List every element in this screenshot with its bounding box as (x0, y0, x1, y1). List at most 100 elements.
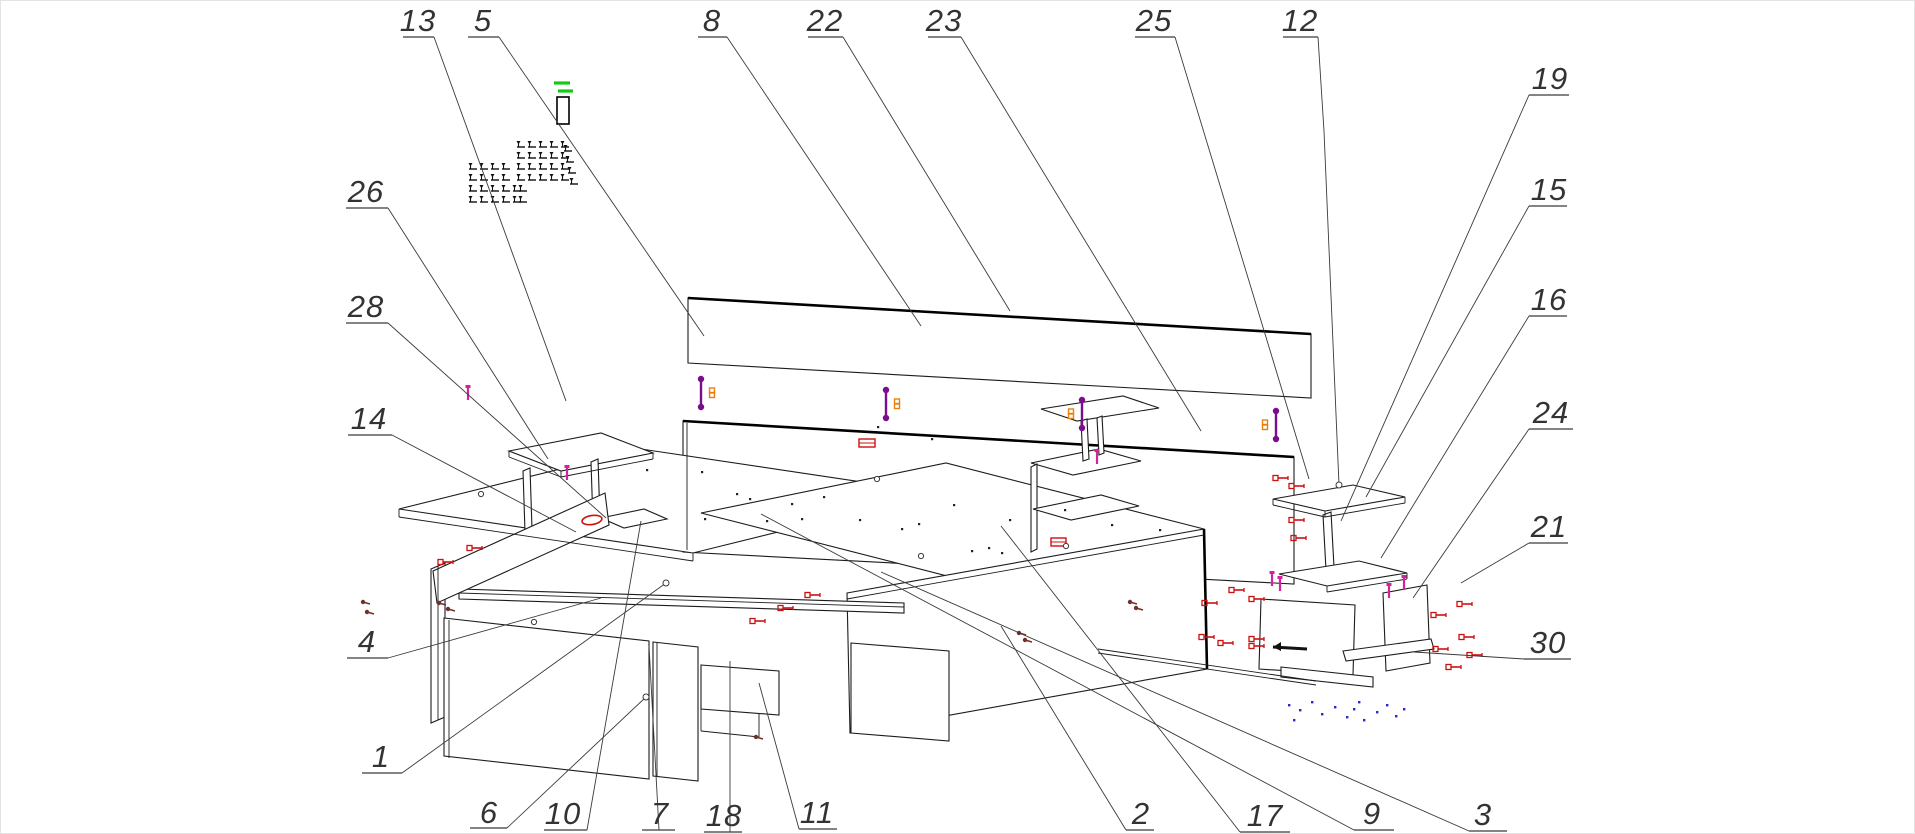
screw-icon (538, 174, 547, 181)
pin-dot (1358, 701, 1361, 704)
panel-ln-bracket (599, 508, 669, 529)
callout-18: 18 (704, 661, 742, 833)
hole-dot (877, 426, 880, 429)
screw-icon (479, 185, 488, 192)
confirmat-screw-icon (1290, 534, 1307, 542)
callout-number: 22 (806, 3, 843, 38)
callout-26: 26 (346, 174, 549, 460)
confirmat-screw-icon (1217, 639, 1234, 647)
drawer-handle-icon (1272, 642, 1308, 651)
callout-number: 3 (1474, 797, 1492, 832)
callout-3: 3 (880, 571, 1507, 832)
hole-dot (953, 504, 956, 507)
pin-dot (1299, 709, 1302, 712)
confirmat-screw-icon (1248, 595, 1265, 603)
screw-icon (518, 196, 527, 203)
callout-6: 6 (470, 693, 650, 830)
screw-icon (490, 163, 499, 170)
screw-icon (560, 174, 569, 181)
cam-lock-icon (858, 438, 876, 448)
screw-icon (527, 174, 536, 181)
hole-dot (736, 493, 739, 496)
callout-9: 9 (760, 513, 1394, 831)
clip-nut-icon (708, 387, 716, 394)
callout-17: 17 (1000, 525, 1290, 833)
pilot-hole (477, 490, 485, 498)
callout-4: 4 (347, 597, 602, 659)
callout-number: 6 (480, 795, 498, 830)
screw-icon (468, 185, 477, 192)
cam-bolt-icon (465, 385, 471, 400)
callout-16: 16 (1380, 282, 1567, 559)
clip-nut-icon (1261, 419, 1269, 426)
handle-icon (581, 514, 603, 526)
hole-dot (823, 496, 826, 499)
panel-headboard-top-rail (687, 296, 1312, 399)
callout-21: 21 (1460, 509, 1568, 584)
screw-icon (527, 152, 536, 159)
pin-dot (1353, 708, 1356, 711)
panel-ln-leg-a (522, 467, 533, 533)
hole-dot (931, 438, 934, 441)
small-screw-icon (436, 600, 447, 606)
callout-15: 15 (1365, 172, 1567, 498)
callout-number: 11 (800, 795, 834, 830)
hole-dot (749, 498, 752, 501)
confirmat-screw-icon (804, 591, 821, 599)
callout-number: 15 (1531, 172, 1567, 207)
hole-dot (1001, 552, 1004, 555)
screw-icon (538, 163, 547, 170)
hole-dot (701, 471, 704, 474)
cam-lock-icon (1050, 537, 1067, 547)
callout-19: 19 (1340, 61, 1569, 522)
callout-number: 26 (347, 174, 384, 209)
callout-number: 2 (1131, 796, 1150, 831)
callout-number: 13 (400, 3, 436, 38)
screw-icon (479, 174, 488, 181)
screw-icon (501, 185, 510, 192)
pilot-hole (1062, 542, 1070, 550)
callout-13: 13 (400, 3, 567, 402)
screw-icon (527, 141, 536, 148)
confirmat-screw-icon (749, 617, 766, 625)
panel-front-panel (443, 617, 650, 780)
callout-number: 9 (1363, 796, 1381, 831)
callout-number: 14 (351, 401, 387, 436)
screw-icon (569, 178, 578, 185)
confirmat-screw-icon (1458, 633, 1475, 641)
pilot-hole (530, 618, 538, 626)
hole-dot (1064, 509, 1067, 512)
callout-number: 12 (1282, 3, 1318, 38)
callout-number: 23 (925, 3, 962, 38)
cam-bolt-icon (1386, 583, 1392, 598)
pin-dot (1376, 711, 1379, 714)
pin-dot (1321, 713, 1324, 716)
pin-dot (1386, 704, 1389, 707)
confirmat-screw-icon (1432, 645, 1449, 653)
screw-icon (516, 141, 525, 148)
callout-5: 5 (468, 3, 705, 337)
small-screw-icon (364, 609, 375, 615)
screw-icon (516, 152, 525, 159)
connector-bolt-icon (1261, 407, 1280, 443)
panel-rail-a (458, 588, 905, 614)
panel-rn-base-b (1342, 638, 1435, 662)
callout-number: 17 (1247, 798, 1284, 833)
callout-10: 10 (544, 520, 642, 831)
screw-icon (565, 156, 574, 163)
confirmat-screw-icon (1288, 516, 1305, 524)
screw-icon (538, 152, 547, 159)
callout-number: 21 (1530, 509, 1567, 544)
callout-number: 7 (651, 796, 670, 831)
callout-1: 1 (362, 579, 670, 774)
callout-number: 1 (372, 739, 390, 774)
confirmat-screw-icon (777, 604, 794, 612)
hole-dot (988, 547, 991, 550)
callout-number: 18 (706, 798, 742, 833)
clip-nut-icon (893, 398, 901, 405)
connector-bolt-icon (882, 386, 901, 422)
screw-icon (567, 167, 576, 174)
screw-icon (468, 163, 477, 170)
